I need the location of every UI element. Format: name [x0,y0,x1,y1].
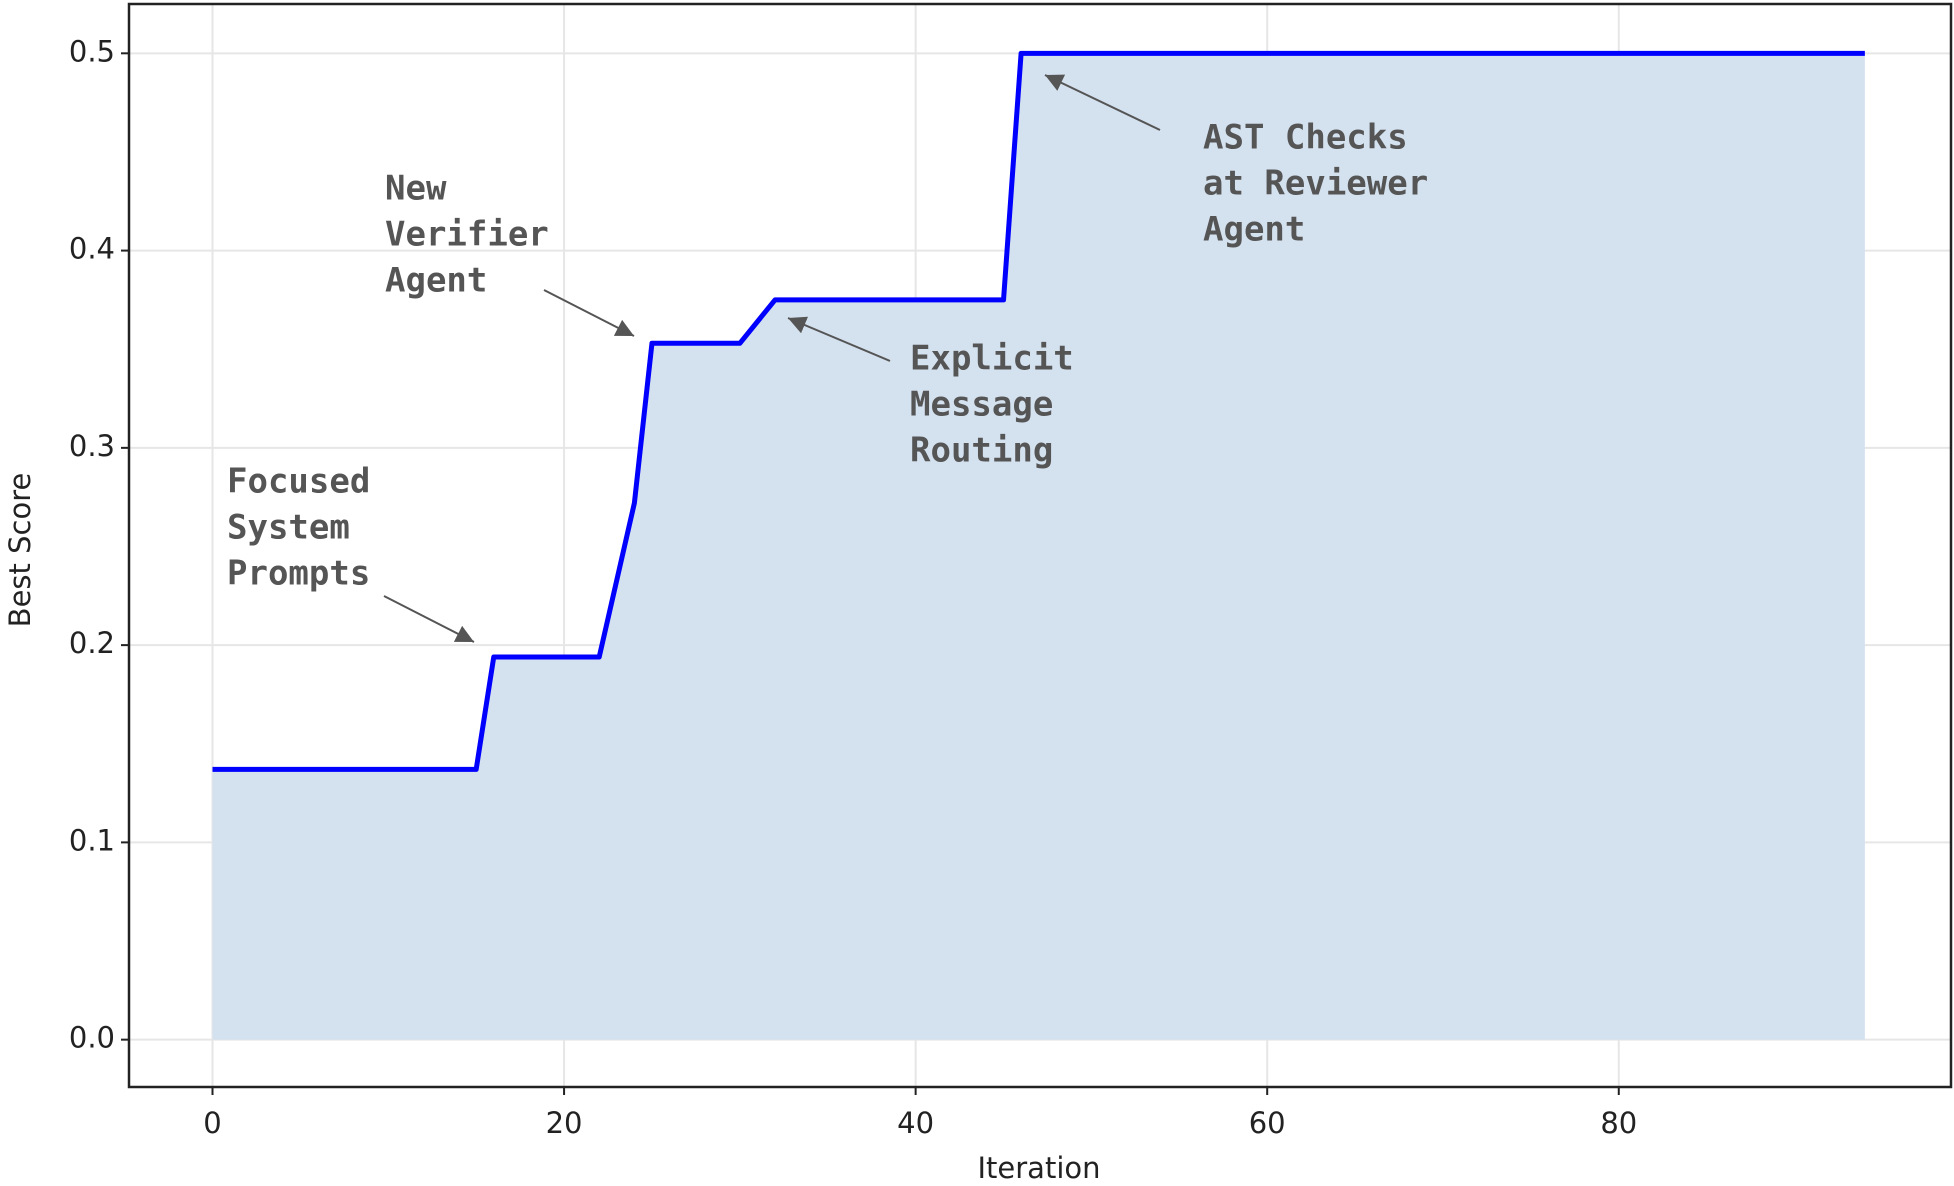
x-axis-label: Iteration [977,1151,1100,1185]
annotation-text: Routing [910,431,1053,471]
annotation-text: Focused [227,462,370,502]
x-tick-label: 0 [203,1106,221,1140]
x-tick-label: 20 [546,1106,583,1140]
plot-frame [127,2,1953,1089]
annotation-text: Agent [385,261,487,301]
annotation-text: System [227,508,350,548]
y-axis-label: Best Score [3,473,37,628]
y-tick-label: 0.5 [69,34,115,68]
x-tick-label: 40 [897,1106,934,1140]
y-tick-label: 0.4 [69,232,115,266]
area [212,53,1865,1040]
x-tick-label: 60 [1249,1106,1286,1140]
annotation-arrow [383,595,475,643]
annotation-text: AST Checks [1203,118,1408,158]
y-tick-label: 0.3 [69,429,115,463]
y-tick-label: 0.0 [69,1021,115,1055]
line [212,50,1865,772]
x-tick-label: 80 [1600,1106,1637,1140]
annotation-text: Message [910,385,1053,425]
annotation-text: Prompts [227,554,370,594]
annotation-arrow [543,289,635,337]
y-tick-label: 0.1 [69,823,115,857]
annotation-text: New [385,169,447,209]
y-tick-label: 0.2 [69,626,115,660]
annotation-text: at Reviewer [1203,164,1428,204]
annotation-text: Verifier [385,215,549,255]
annotation-text: Agent [1203,210,1305,250]
annotation-arrow [1044,74,1161,131]
annotation-arrow [787,316,891,362]
annotation-text: Explicit [910,339,1074,379]
